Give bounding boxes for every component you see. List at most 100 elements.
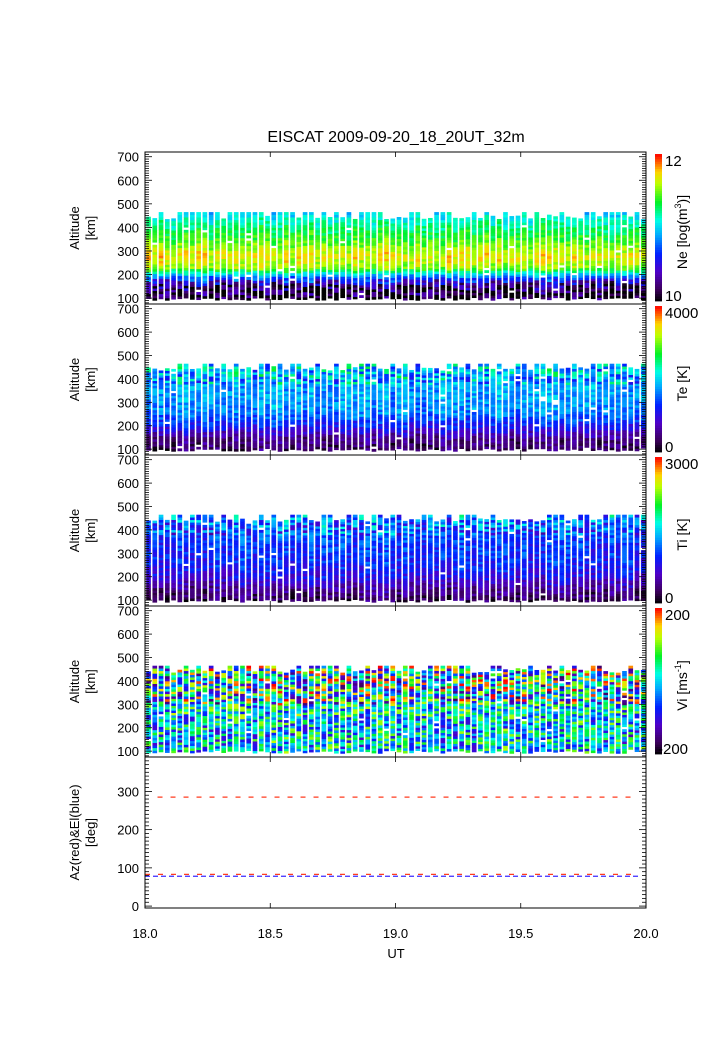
heatmap-cell	[346, 224, 352, 228]
heatmap-cell	[396, 408, 402, 412]
heatmap-cell	[453, 420, 458, 424]
heatmap-cell	[221, 402, 227, 406]
heatmap-cell	[346, 442, 352, 446]
heatmap-cell	[227, 436, 233, 440]
heatmap-cell	[215, 370, 220, 374]
heatmap-cell	[390, 429, 396, 433]
heatmap-cell	[459, 225, 464, 228]
heatmap-cell	[471, 234, 477, 238]
heatmap-cell	[334, 399, 339, 402]
heatmap-cell	[484, 280, 490, 284]
heatmap-cell	[503, 232, 508, 236]
heatmap-cell	[215, 276, 220, 280]
heatmap-cell	[177, 399, 183, 403]
heatmap-cell	[240, 248, 245, 252]
heatmap-cell	[227, 261, 233, 265]
heatmap-cell	[390, 409, 396, 413]
heatmap-cell	[434, 420, 439, 424]
heatmap-cell	[152, 227, 158, 231]
heatmap-cell	[471, 376, 477, 380]
heatmap-cell	[496, 407, 502, 411]
heatmap-cell	[146, 255, 151, 258]
heatmap-cell	[296, 285, 302, 288]
heatmap-cell	[509, 443, 515, 446]
heatmap-cell	[534, 416, 540, 420]
heatmap-cell	[553, 261, 558, 265]
heatmap-cell	[158, 237, 164, 241]
heatmap-cell	[334, 232, 339, 236]
heatmap-cell	[246, 369, 252, 373]
heatmap-cell	[315, 408, 320, 412]
heatmap-cell	[164, 370, 170, 374]
heatmap-cell	[409, 245, 414, 249]
heatmap-cell	[215, 427, 220, 431]
heatmap-cell	[446, 295, 452, 299]
heatmap-cell	[190, 271, 195, 275]
heatmap-cell	[521, 212, 527, 215]
heatmap-cell	[334, 444, 339, 448]
heatmap-cell	[578, 253, 583, 257]
heatmap-cell	[390, 399, 396, 403]
heatmap-cell	[352, 291, 358, 295]
heatmap-cell	[640, 290, 646, 294]
heatmap-cell	[622, 260, 627, 264]
heatmap-cell	[377, 260, 383, 264]
heatmap-cell	[227, 386, 233, 389]
heatmap-cell	[240, 407, 245, 411]
heatmap-cell	[233, 410, 239, 413]
heatmap-cell	[640, 271, 646, 275]
heatmap-cell	[321, 395, 327, 399]
heatmap-cell	[334, 258, 339, 262]
heatmap-cell	[152, 281, 158, 284]
heatmap-cell	[628, 216, 634, 220]
heatmap-cell	[478, 417, 483, 420]
heatmap-cell	[515, 286, 521, 290]
heatmap-cell	[402, 427, 408, 431]
heatmap-cell	[428, 382, 433, 385]
heatmap-cell	[371, 222, 377, 226]
heatmap-cell	[434, 380, 439, 383]
heatmap-cell	[540, 268, 546, 271]
heatmap-cell	[321, 269, 327, 272]
colorbar-segment	[655, 185, 662, 189]
heatmap-cell	[446, 280, 452, 284]
heatmap-cell	[227, 284, 233, 288]
heatmap-cell	[252, 419, 258, 423]
heatmap-cell	[315, 242, 320, 245]
heatmap-cell	[258, 440, 264, 444]
heatmap-cell	[177, 386, 183, 390]
heatmap-cell	[440, 434, 446, 438]
heatmap-cell	[233, 289, 239, 292]
heatmap-cell	[421, 263, 427, 267]
heatmap-cell	[603, 224, 609, 228]
heatmap-cell	[446, 229, 452, 233]
heatmap-cell	[296, 294, 302, 298]
heatmap-cell	[572, 279, 577, 283]
heatmap-cell	[634, 222, 640, 225]
heatmap-cell	[227, 383, 233, 387]
heatmap-cell	[233, 291, 239, 295]
colorbar-segment	[655, 288, 662, 292]
heatmap-cell	[371, 237, 377, 241]
heatmap-cell	[609, 214, 615, 218]
heatmap-cell	[208, 399, 214, 402]
heatmap-cell	[171, 232, 176, 236]
heatmap-cell	[202, 386, 208, 390]
heatmap-cell	[340, 436, 345, 439]
heatmap-cell	[415, 271, 421, 275]
heatmap-cell	[590, 252, 596, 256]
heatmap-cell	[453, 415, 458, 419]
heatmap-cell	[309, 431, 314, 435]
heatmap-cell	[459, 436, 464, 440]
colorbar-segment	[655, 180, 662, 184]
heatmap-cell	[221, 268, 227, 271]
colorbar-segment	[655, 239, 662, 243]
heatmap-cell	[390, 246, 396, 250]
heatmap-cell	[208, 371, 214, 375]
heatmap-cell	[528, 395, 533, 399]
heatmap-cell	[202, 419, 208, 423]
heatmap-cell	[164, 262, 170, 265]
heatmap-cell	[340, 224, 345, 227]
heatmap-cell	[258, 373, 264, 377]
heatmap-cell	[240, 279, 245, 283]
